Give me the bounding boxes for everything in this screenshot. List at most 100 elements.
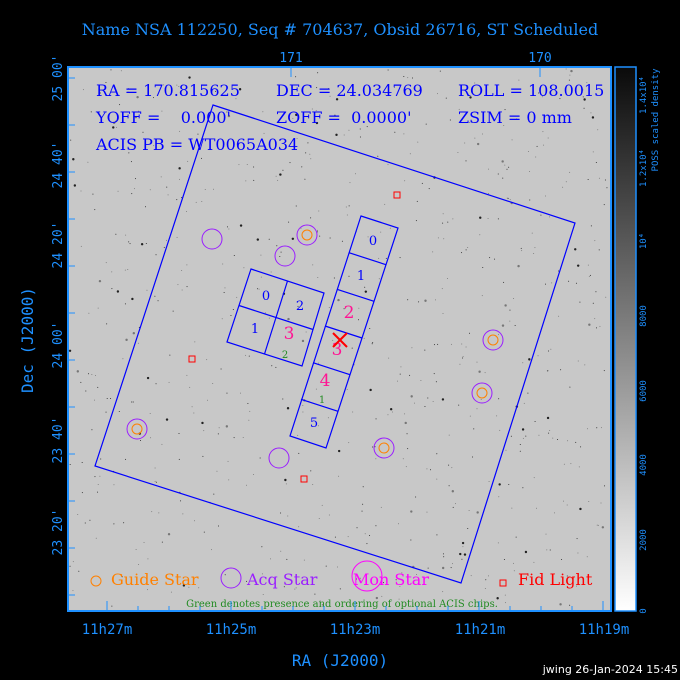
sky-dot — [238, 88, 242, 91]
sky-dot — [246, 164, 248, 166]
sky-dot — [120, 70, 122, 72]
sky-dot — [372, 342, 374, 344]
sky-dot — [404, 421, 407, 425]
sky-dot — [227, 114, 231, 118]
sky-dot — [410, 539, 412, 541]
sky-dot — [84, 522, 86, 524]
sky-dot — [404, 413, 406, 415]
sky-dot — [465, 160, 467, 162]
roll-value: ROLL = 108.0015 — [458, 81, 604, 100]
sky-dot — [577, 552, 579, 554]
sky-dot — [81, 492, 83, 494]
sky-dot — [498, 496, 500, 498]
sky-dot — [134, 115, 138, 119]
i-array-labels: 0 2 1 3 2 — [251, 289, 304, 361]
sky-dot — [297, 305, 299, 307]
sky-dot — [359, 128, 361, 130]
sky-dot — [474, 137, 476, 139]
sky-dot — [560, 369, 562, 371]
sky-dot — [528, 358, 531, 361]
sky-dot — [348, 442, 350, 444]
sky-dot — [566, 575, 568, 577]
sky-dot — [195, 201, 197, 203]
sky-dot — [476, 408, 478, 410]
sky-dot — [131, 193, 133, 195]
sky-dot — [70, 139, 72, 141]
sky-dot — [334, 536, 336, 538]
sky-dot — [469, 415, 471, 417]
sky-dot — [97, 307, 99, 309]
sky-dot — [315, 121, 319, 125]
sky-dot — [540, 214, 542, 216]
sky-dot — [82, 89, 84, 91]
sky-dot — [146, 589, 148, 591]
colorbar-tick: 8000 — [639, 305, 649, 327]
sky-dot — [488, 481, 490, 483]
sky-dot — [233, 437, 235, 439]
sky-dot — [462, 356, 464, 358]
sky-dot — [545, 283, 547, 285]
sky-dot — [154, 480, 156, 482]
sky-dot — [105, 81, 107, 83]
sky-dot — [163, 246, 165, 248]
sky-dot — [303, 559, 305, 561]
acis-s-array — [289, 215, 399, 449]
sky-dot — [128, 152, 130, 154]
sky-dot — [115, 233, 117, 235]
sky-dot — [424, 349, 426, 351]
sky-dot — [588, 501, 590, 503]
sky-dot — [364, 286, 366, 288]
sky-dot — [351, 347, 353, 349]
sky-dot — [551, 282, 553, 284]
sky-dot — [202, 455, 204, 457]
sky-dot — [505, 449, 507, 451]
sky-dot — [513, 570, 515, 572]
sky-dot — [80, 190, 82, 192]
sky-dot — [455, 503, 457, 505]
axes: 171 170 11h27m 11h25m 11h23m 11h21m 11h1… — [18, 51, 629, 670]
left-tick: 24 00' — [51, 322, 66, 369]
sky-dot — [463, 553, 467, 556]
sky-dot — [80, 245, 82, 247]
sky-dot — [327, 417, 329, 419]
sky-dot — [247, 403, 249, 405]
sky-dot — [435, 299, 437, 301]
y-axis-label: Dec (J2000) — [18, 287, 37, 393]
sky-dot — [400, 366, 402, 368]
sky-dot — [377, 155, 379, 157]
dec-value: DEC = 24.034769 — [276, 81, 423, 100]
sky-dot — [85, 390, 87, 392]
sky-dot — [245, 180, 247, 182]
sky-dot — [538, 92, 540, 94]
sky-dot — [186, 374, 188, 376]
sky-dot — [311, 108, 313, 110]
acq-star-marker — [126, 418, 148, 440]
sky-dot — [527, 151, 529, 153]
sky-dot — [178, 86, 180, 88]
sky-dot — [361, 510, 363, 512]
sky-dot — [596, 524, 598, 526]
sky-dot — [128, 241, 130, 243]
sky-dot — [145, 206, 147, 208]
sky-dot — [226, 226, 228, 228]
sky-dot — [517, 264, 520, 268]
sky-dot — [411, 347, 413, 349]
sky-dot — [546, 549, 548, 551]
optional-chip-label: 1 — [319, 395, 325, 406]
sky-dot — [412, 77, 414, 79]
sky-dot — [375, 458, 377, 460]
sky-dot — [600, 427, 602, 429]
sky-dot — [509, 199, 511, 201]
sky-dot — [72, 590, 74, 592]
sky-dot — [348, 275, 350, 277]
sky-dot — [366, 126, 368, 128]
sky-dot — [165, 418, 169, 421]
sky-dot — [394, 131, 396, 133]
sky-dot — [565, 181, 567, 183]
sky-dot — [318, 362, 320, 364]
sky-dot — [225, 425, 229, 428]
sky-dot — [261, 573, 263, 575]
sky-dot — [416, 574, 418, 576]
sky-dot — [424, 299, 427, 302]
sky-dot — [236, 296, 238, 298]
